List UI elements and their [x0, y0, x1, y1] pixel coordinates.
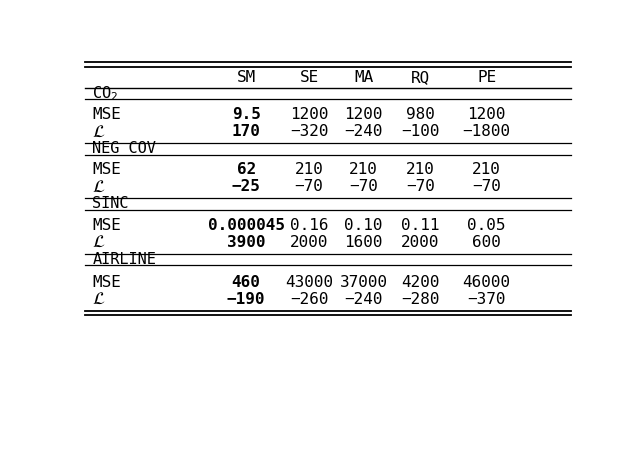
Text: MSE: MSE — [92, 218, 121, 233]
Text: MSE: MSE — [92, 275, 121, 290]
Text: −70: −70 — [472, 179, 501, 194]
Text: −70: −70 — [406, 179, 435, 194]
Text: NEG COV: NEG COV — [92, 141, 156, 156]
Text: 0.16: 0.16 — [290, 218, 328, 233]
Text: RQ: RQ — [411, 70, 430, 85]
Text: MSE: MSE — [92, 107, 121, 122]
Text: −240: −240 — [344, 124, 383, 139]
Text: −190: −190 — [227, 292, 266, 307]
Text: −1800: −1800 — [463, 124, 511, 139]
Text: 1600: 1600 — [344, 235, 383, 250]
Text: 980: 980 — [406, 107, 435, 122]
Text: $\mathcal{L}$: $\mathcal{L}$ — [92, 290, 106, 308]
Text: 37000: 37000 — [340, 275, 388, 290]
Text: −370: −370 — [467, 292, 506, 307]
Text: 1200: 1200 — [344, 107, 383, 122]
Text: SE: SE — [300, 70, 319, 85]
Text: 170: 170 — [232, 124, 260, 139]
Text: 43000: 43000 — [285, 275, 333, 290]
Text: 3900: 3900 — [227, 235, 266, 250]
Text: 1200: 1200 — [290, 107, 328, 122]
Text: 46000: 46000 — [463, 275, 511, 290]
Text: 2000: 2000 — [290, 235, 328, 250]
Text: 210: 210 — [472, 162, 501, 177]
Text: SINC: SINC — [92, 196, 129, 211]
Text: 460: 460 — [232, 275, 260, 290]
Text: 0.11: 0.11 — [401, 218, 440, 233]
Text: −70: −70 — [349, 179, 378, 194]
Text: MSE: MSE — [92, 162, 121, 177]
Text: 9.5: 9.5 — [232, 107, 260, 122]
Text: 0.10: 0.10 — [344, 218, 383, 233]
Text: −100: −100 — [401, 124, 440, 139]
Text: 0.05: 0.05 — [467, 218, 506, 233]
Text: −240: −240 — [344, 292, 383, 307]
Text: CO$_2$: CO$_2$ — [92, 84, 118, 103]
Text: −260: −260 — [290, 292, 328, 307]
Text: MA: MA — [354, 70, 373, 85]
Text: AIRLINE: AIRLINE — [92, 252, 156, 267]
Text: SM: SM — [237, 70, 256, 85]
Text: 1200: 1200 — [467, 107, 506, 122]
Text: −320: −320 — [290, 124, 328, 139]
Text: 210: 210 — [294, 162, 324, 177]
Text: $\mathcal{L}$: $\mathcal{L}$ — [92, 123, 106, 140]
Text: $\mathcal{L}$: $\mathcal{L}$ — [92, 178, 106, 196]
Text: 210: 210 — [349, 162, 378, 177]
Text: 600: 600 — [472, 235, 501, 250]
Text: −70: −70 — [294, 179, 324, 194]
Text: $\mathcal{L}$: $\mathcal{L}$ — [92, 233, 106, 251]
Text: PE: PE — [477, 70, 497, 85]
Text: 210: 210 — [406, 162, 435, 177]
Text: 2000: 2000 — [401, 235, 440, 250]
Text: −280: −280 — [401, 292, 440, 307]
Text: 62: 62 — [237, 162, 256, 177]
Text: 4200: 4200 — [401, 275, 440, 290]
Text: 0.000045: 0.000045 — [207, 218, 285, 233]
Text: −25: −25 — [232, 179, 260, 194]
